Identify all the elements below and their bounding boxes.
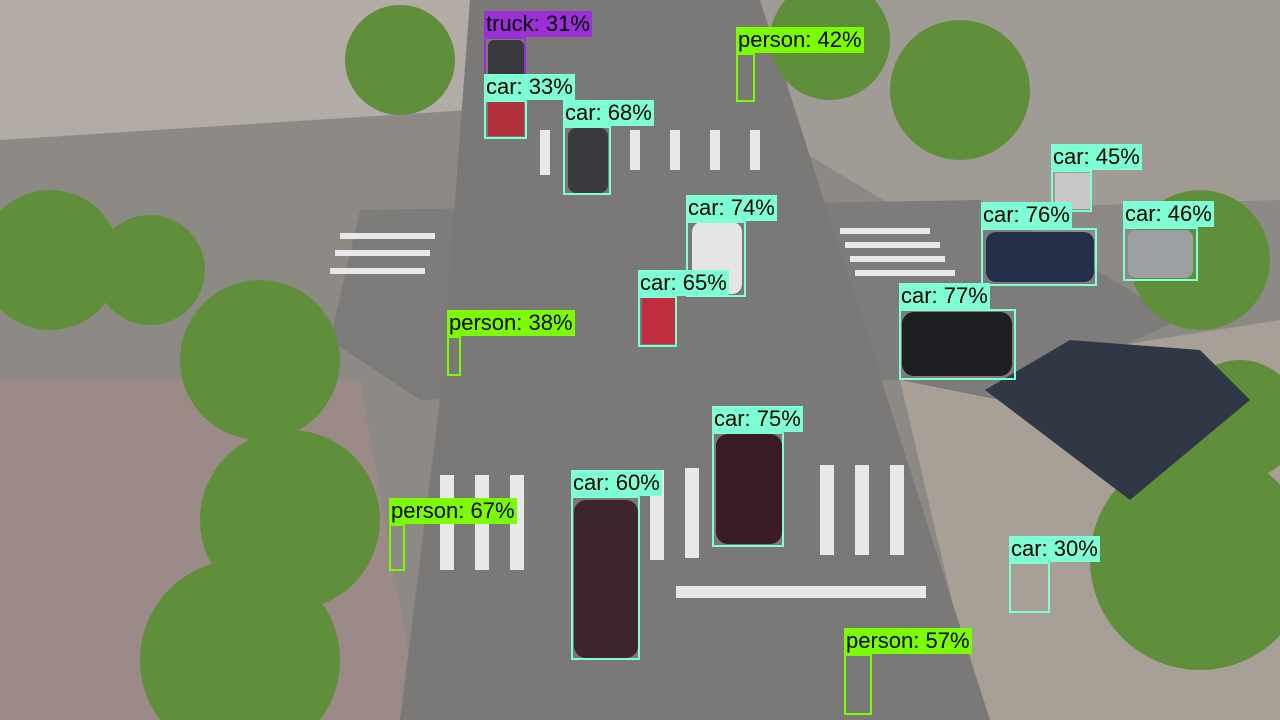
bounding-box xyxy=(638,296,677,347)
bounding-box xyxy=(844,654,872,715)
detection-label: car: 33% xyxy=(484,74,575,100)
detection-label: car: 30% xyxy=(1009,536,1100,562)
detection-label: person: 57% xyxy=(844,628,972,654)
detection-label: car: 68% xyxy=(563,100,654,126)
detection-label: car: 46% xyxy=(1123,201,1214,227)
detection-label: car: 75% xyxy=(712,406,803,432)
bounding-box xyxy=(447,336,461,376)
bounding-box xyxy=(1009,562,1050,613)
bounding-box xyxy=(1123,227,1198,281)
bounding-box xyxy=(389,524,405,571)
detection-label: car: 65% xyxy=(638,270,729,296)
bounding-box xyxy=(484,100,527,139)
bounding-box xyxy=(981,228,1097,286)
detection-label: car: 45% xyxy=(1051,144,1142,170)
detection-label: car: 76% xyxy=(981,202,1072,228)
detection-label: person: 38% xyxy=(447,310,575,336)
bounding-box xyxy=(736,53,755,102)
bounding-box xyxy=(712,432,784,547)
bounding-box xyxy=(899,309,1016,380)
bounding-box xyxy=(571,496,640,660)
detection-label: person: 42% xyxy=(736,27,864,53)
detection-label: truck: 31% xyxy=(484,11,592,37)
bounding-box xyxy=(686,221,746,297)
detection-label: car: 77% xyxy=(899,283,990,309)
detection-label: car: 60% xyxy=(571,470,662,496)
detection-label: car: 74% xyxy=(686,195,777,221)
detection-label: person: 67% xyxy=(389,498,517,524)
canopy xyxy=(985,340,1250,500)
vehicles xyxy=(488,40,1193,658)
road xyxy=(400,0,990,720)
bounding-box xyxy=(563,126,611,195)
